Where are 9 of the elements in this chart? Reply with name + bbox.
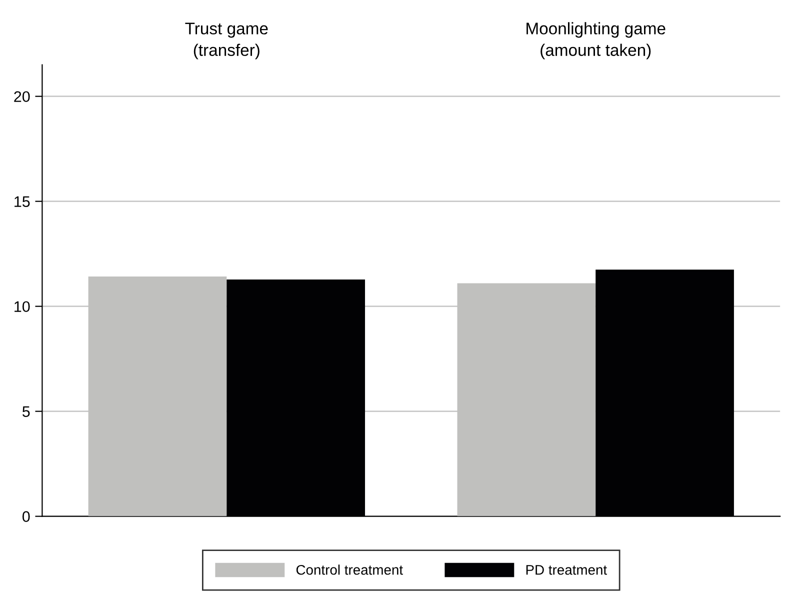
- legend-label: PD treatment: [526, 565, 607, 575]
- y-tick-label: 20: [14, 91, 30, 102]
- x-tick-label: Trust game (transfer): [185, 22, 268, 60]
- y-tick-label: 15: [14, 196, 30, 208]
- y-tick-label: 0: [22, 511, 30, 522]
- legend-label: Control treatment: [296, 564, 403, 575]
- x-tick-label: Moonlighting game (amount taken): [526, 22, 666, 60]
- y-tick-label: 5: [22, 406, 30, 418]
- y-tick-label: 10: [14, 301, 30, 312]
